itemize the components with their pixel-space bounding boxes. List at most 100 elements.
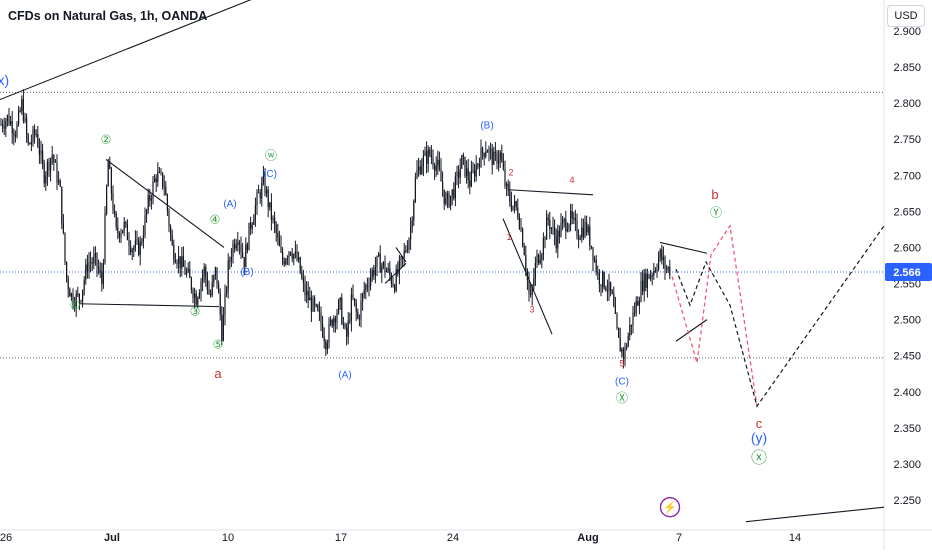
candle-body [565,219,567,232]
y-tick-label: 2.500 [893,315,921,327]
trend-line [502,218,553,335]
x-tick-label: 26 [0,532,12,544]
candle-body [462,155,464,157]
wave-label: ② [101,133,112,147]
candle-body [186,271,188,275]
candle-body [501,152,503,162]
candle-body [43,163,45,184]
candle-body [234,243,236,249]
candle-body [506,183,508,186]
candle-body [395,269,397,291]
candle-body [635,300,637,313]
candle-body [437,159,439,166]
candle-body [555,236,557,249]
trend-line [659,241,708,254]
candle-body [208,289,210,294]
candle-body [504,169,506,186]
y-tick-label: 2.450 [893,351,921,363]
candle-body [136,239,138,241]
candle-body [216,267,218,284]
candle-body [166,195,168,211]
candle-body [443,189,445,204]
candle-body [75,293,77,307]
candle-body [219,293,221,315]
candle-body [597,272,599,274]
candle-body [550,228,552,230]
candle-body [389,268,391,276]
candle-body [414,178,416,201]
x-tick-label: 17 [335,532,347,544]
candle-body [318,310,320,313]
y-tick-label: 2.550 [893,279,921,291]
candle-body [152,181,154,199]
candle-body [274,217,276,225]
candle-body [520,228,522,230]
candle-body [85,264,87,281]
candle-body [602,272,604,287]
candle-body [184,266,186,275]
candle-body [403,250,405,257]
currency-button[interactable]: USD [887,5,925,27]
candle-body [258,192,260,194]
candle-body [293,254,295,259]
y-tick-label: 2.850 [893,62,921,74]
candle-body [74,305,76,307]
candle-body [29,143,31,145]
candle-body [197,297,199,305]
candle-body [518,216,520,229]
candle-body [622,348,624,359]
candle-body [459,168,461,178]
candle-body [502,161,504,170]
candle-body [304,282,306,296]
candle-body [168,210,170,227]
candle-body [339,297,341,301]
candle-body [371,270,373,277]
candle-body [430,154,432,158]
candle-body [584,221,586,237]
candle-body [539,259,541,264]
y-tick-label: 2.600 [893,242,921,254]
candle-body [610,281,612,292]
candle-body [618,328,620,338]
candle-body [378,253,380,256]
candle-body [350,294,352,322]
candle-body [48,161,50,171]
candle-body [608,281,610,291]
candle-body [325,341,327,350]
wave-label: (A) [338,370,351,381]
candle-body [155,178,157,182]
candle-body [314,298,316,305]
candle-body [53,155,55,163]
candle-body [616,314,618,329]
projection-path-black [675,225,885,408]
candle-body [150,198,152,201]
candle-body [32,129,34,142]
candle-body [432,157,434,166]
candle-body [221,314,223,341]
candle-body [600,284,602,287]
candle-body [30,141,32,145]
candle-body [187,268,189,272]
candle-body [642,280,644,292]
candle-body [256,192,258,206]
candle-body [643,273,645,292]
candle-body [523,246,525,255]
candle-body [133,247,135,251]
candle-body [629,324,631,336]
candle-body [160,171,162,173]
candle-body [446,193,448,199]
candle-body [51,155,53,159]
candle-body [115,213,117,227]
candle-body [424,151,426,156]
candle-body [605,287,607,290]
candle-body [235,244,237,249]
candle-body [307,290,309,301]
candle-body [573,217,575,219]
candle-body [398,260,400,274]
candle-body [466,168,468,177]
candle-body [598,272,600,285]
candle-body [611,291,613,294]
candle-body [312,298,314,312]
candle-body [429,149,431,155]
